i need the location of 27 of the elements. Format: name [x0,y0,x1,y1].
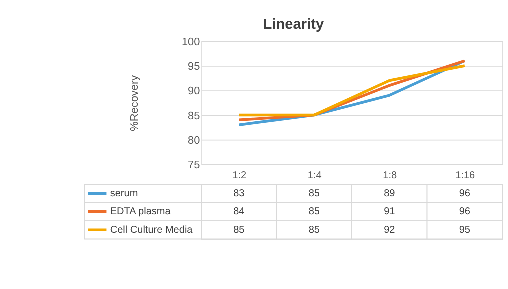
y-tick-label: 100 [182,36,200,48]
data-label: 83 [234,188,246,200]
data-label: 85 [308,188,320,200]
data-label: 91 [384,206,396,218]
x-tick-label: 1:4 [308,170,322,182]
data-label: 85 [308,224,320,236]
x-tick-label: 1:8 [383,170,398,182]
y-tick-label: 75 [188,160,200,172]
chart-title: Linearity [263,17,325,34]
data-label: 92 [384,224,396,236]
data-label: 85 [234,224,246,236]
data-label: 95 [459,224,471,236]
data-label: 84 [234,206,246,218]
y-tick-label: 90 [188,86,200,98]
y-tick-label: 85 [188,110,200,122]
data-label: 89 [384,188,396,200]
legend-label: EDTA plasma [110,206,172,218]
x-tick-label: 1:16 [456,170,476,182]
data-label: 96 [459,206,471,218]
legend-label: Cell Culture Media [110,224,194,236]
y-tick-label: 80 [188,134,200,147]
y-tick-label: 95 [188,61,200,74]
data-label: 96 [459,188,471,200]
y-axis-title: %Recovery [129,74,142,132]
data-label: 85 [308,206,320,218]
legend-label: serum [110,188,138,200]
x-tick-label: 1:2 [232,170,248,182]
